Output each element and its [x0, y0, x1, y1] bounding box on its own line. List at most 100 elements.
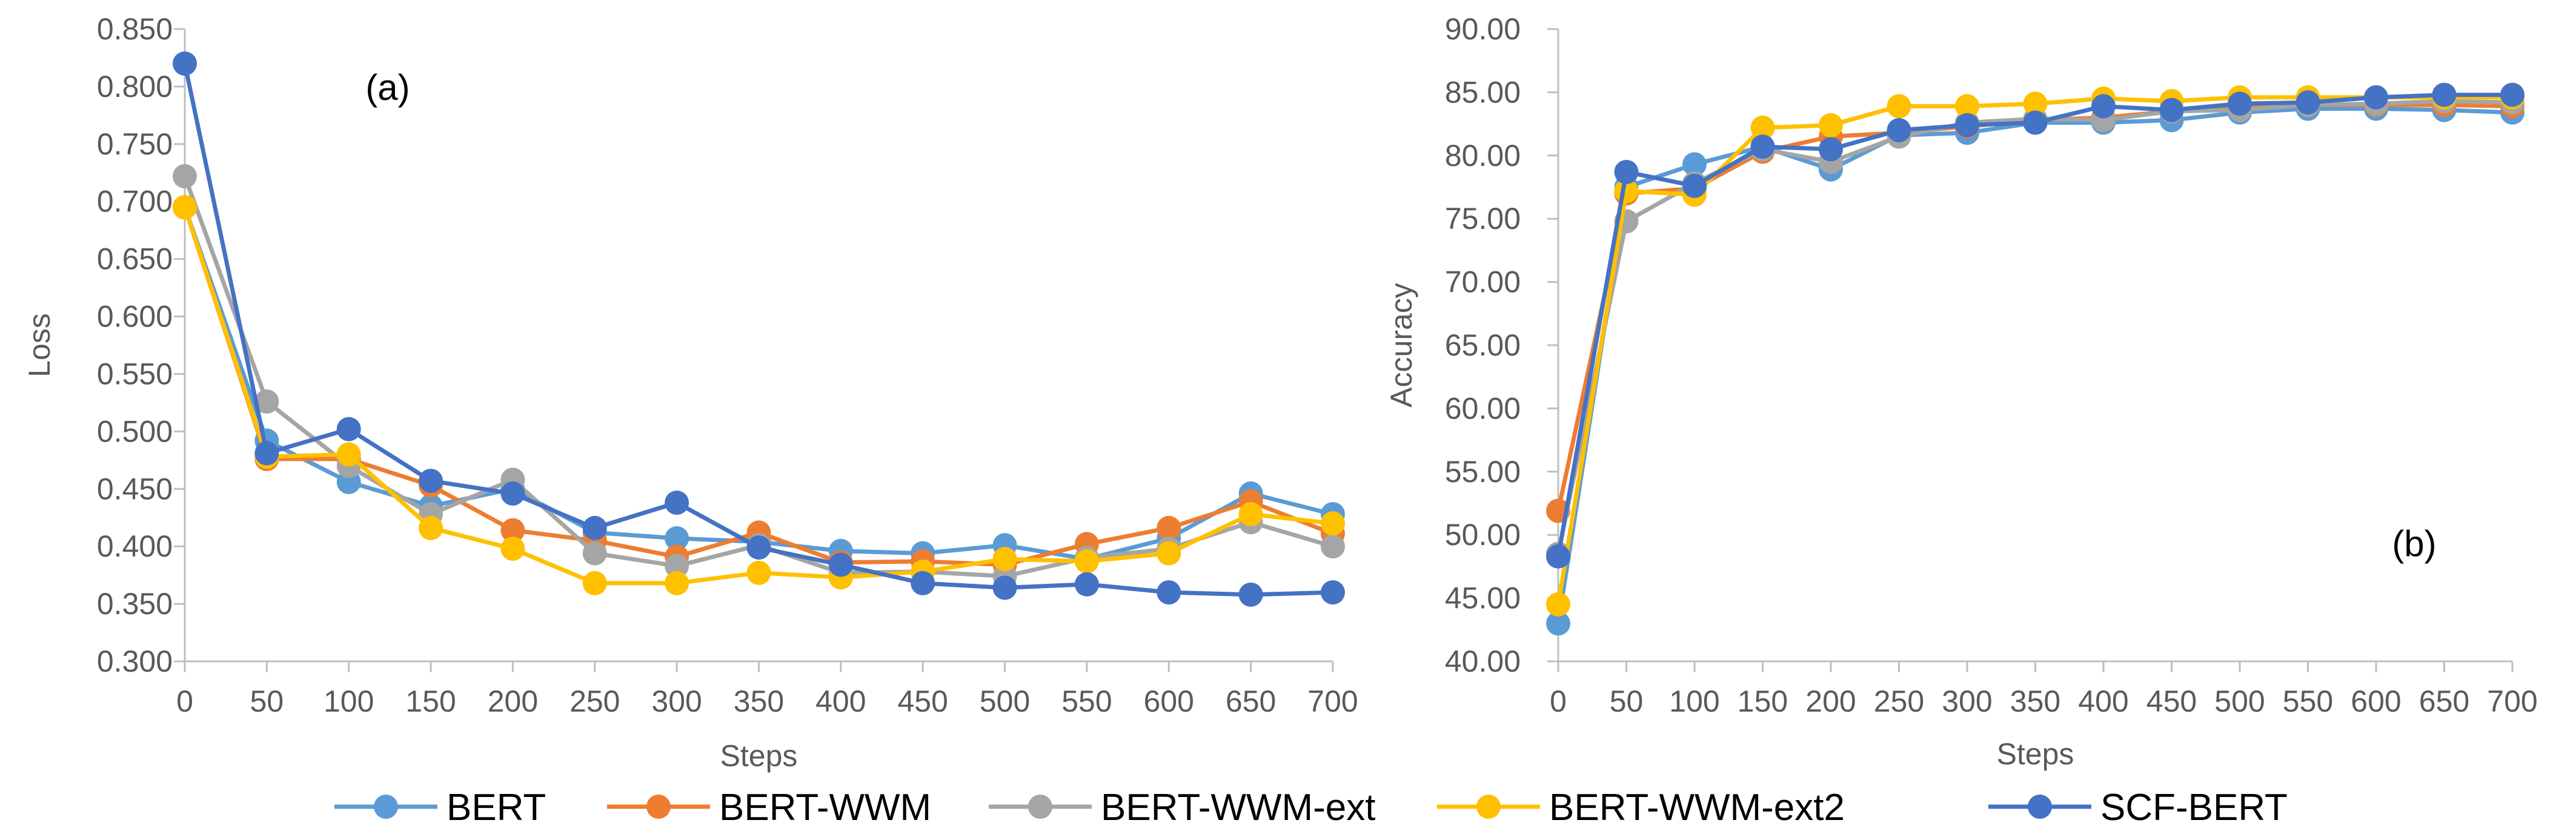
loss-point-scf-bert [336, 417, 361, 441]
loss-point-scf-bert [746, 535, 771, 560]
accuracy-point-scf-bert [1682, 173, 1707, 198]
loss-x-tick-label: 0 [176, 684, 193, 718]
loss-point-scf-bert [1238, 582, 1263, 607]
accuracy-point-bert-wwm-ext2 [1819, 113, 1843, 137]
accuracy-x-tick-label: 0 [1550, 684, 1567, 718]
loss-point-bert-wwm-ext [1321, 534, 1345, 559]
loss-point-bert-wwm-ext2 [1157, 541, 1181, 566]
loss-y-tick-label: 0.850 [97, 12, 173, 46]
legend-item-bert-wwm-ext: BERT-WWM-ext [989, 787, 1376, 828]
legend-label-bert-wwm: BERT-WWM [719, 787, 931, 828]
loss-point-scf-bert [419, 468, 443, 493]
legend-item-scf-bert: SCF-BERT [1988, 787, 2288, 828]
loss-point-bert-wwm-ext2 [336, 442, 361, 467]
legend-item-bert: BERT [334, 787, 546, 828]
loss-x-tick-label: 300 [651, 684, 702, 718]
accuracy-point-scf-bert [2295, 90, 2320, 115]
legend-marker-bert-wwm [646, 795, 671, 819]
accuracy-x-tick-label: 50 [1610, 684, 1644, 718]
loss-point-bert-wwm-ext2 [665, 570, 689, 595]
legend-label-bert: BERT [446, 787, 546, 828]
loss-series-bert [173, 195, 1345, 572]
accuracy-y-tick-label: 75.00 [1445, 202, 1521, 236]
loss-line-scf-bert [182, 63, 1333, 597]
loss-point-scf-bert [992, 575, 1017, 600]
loss-x-tick-label: 250 [569, 684, 620, 718]
legend-marker-bert-wwm-ext [1028, 795, 1052, 819]
accuracy-x-tick-label: 400 [2078, 684, 2128, 718]
loss-x-tick-label: 100 [324, 684, 374, 718]
loss-y-tick-label: 0.750 [97, 127, 173, 161]
loss-point-bert-wwm-ext2 [1321, 511, 1345, 536]
loss-point-scf-bert [582, 515, 607, 540]
accuracy-point-bert [1682, 152, 1707, 177]
loss-chart: 0.300 0.350 0.400 0.450 0.500 0.550 0.600 0.650… [22, 12, 1358, 773]
accuracy-x-tick-label: 300 [1942, 684, 1992, 718]
accuracy-x-tick-label: 450 [2146, 684, 2197, 718]
legend-item-bert-wwm-ext2: BERT-WWM-ext2 [1437, 787, 1845, 828]
accuracy-x-tick-label: 550 [2283, 684, 2333, 718]
loss-y-tick-label: 0.650 [97, 242, 173, 276]
loss-y-tick-label: 0.350 [97, 587, 173, 621]
accuracy-point-bert-wwm-ext2 [1750, 115, 1775, 140]
accuracy-point-scf-bert [1546, 544, 1570, 569]
loss-point-scf-bert [911, 570, 935, 595]
accuracy-point-scf-bert [2023, 110, 2048, 135]
accuracy-panel-label: (b) [2392, 523, 2436, 564]
loss-y-tick-label: 0.450 [97, 472, 173, 506]
loss-point-scf-bert [254, 441, 279, 466]
loss-point-bert-wwm-ext2 [500, 536, 525, 561]
loss-point-bert-wwm-ext2 [1238, 502, 1263, 527]
legend-label-bert-wwm-ext2: BERT-WWM-ext2 [1549, 787, 1845, 828]
loss-x-tick-label: 350 [734, 684, 784, 718]
accuracy-point-bert-wwm-ext2 [1546, 592, 1570, 617]
loss-point-bert-wwm-ext2 [1074, 549, 1099, 574]
loss-point-bert-wwm [500, 518, 525, 543]
loss-point-bert-wwm-ext [173, 164, 197, 188]
accuracy-point-bert-wwm-ext2 [1955, 94, 1979, 119]
accuracy-point-scf-bert [2228, 91, 2252, 116]
loss-point-bert-wwm-ext [254, 389, 279, 414]
loss-point-bert-wwm-ext [582, 541, 607, 566]
loss-point-bert-wwm-ext2 [582, 570, 607, 595]
loss-x-tick-label: 450 [897, 684, 948, 718]
accuracy-point-bert-wwm-ext2 [1887, 94, 1911, 119]
loss-point-bert [665, 526, 689, 551]
loss-x-tick-label: 650 [1226, 684, 1276, 718]
loss-point-bert-wwm-ext2 [746, 560, 771, 585]
accuracy-y-tick-label: 40.00 [1445, 644, 1521, 678]
accuracy-y-tick-label: 50.00 [1445, 518, 1521, 552]
accuracy-x-axis-title: Steps [1997, 737, 2074, 771]
accuracy-point-scf-bert [2500, 82, 2525, 107]
legend-label-bert-wwm-ext: BERT-WWM-ext [1101, 787, 1376, 828]
accuracy-point-scf-bert [2091, 94, 2116, 119]
legend-label-scf-bert: SCF-BERT [2100, 787, 2288, 828]
accuracy-point-scf-bert [2364, 85, 2388, 110]
loss-point-scf-bert [665, 491, 689, 515]
legend: BERT BERT-WWM BERT-WWM-ext BERT-WWM-ext2 SCF… [334, 787, 2288, 828]
accuracy-chart: 40.00 45.00 50.00 55.00 60.00 65.00 70.00 75.00… [1384, 12, 2538, 771]
loss-point-bert-wwm-ext2 [992, 547, 1017, 572]
accuracy-point-bert-wwm-ext2 [2023, 91, 2048, 116]
loss-y-axis-title: Loss [22, 313, 56, 377]
loss-x-tick-label: 550 [1061, 684, 1112, 718]
loss-y-tick-label: 0.400 [97, 529, 173, 563]
accuracy-x-tick-label: 100 [1669, 684, 1719, 718]
accuracy-y-axis-title: Accuracy [1384, 283, 1418, 408]
accuracy-x-tick-label: 150 [1738, 684, 1788, 718]
loss-line-bert-wwm-ext [182, 175, 1333, 578]
accuracy-y-tick-label: 65.00 [1445, 328, 1521, 362]
loss-line-bert-wwm [182, 207, 1334, 567]
accuracy-x-tick-label: 350 [2010, 684, 2060, 718]
accuracy-y-tick-label: 70.00 [1445, 265, 1521, 299]
loss-point-scf-bert [1074, 572, 1099, 597]
accuracy-y-tick-label: 90.00 [1445, 12, 1521, 46]
loss-point-scf-bert [173, 51, 197, 76]
loss-point-scf-bert [500, 481, 525, 506]
accuracy-y-tick-label: 45.00 [1445, 581, 1521, 615]
accuracy-point-scf-bert [1955, 113, 1979, 137]
legend-marker-bert [374, 795, 398, 819]
loss-series-scf-bert [173, 51, 1345, 607]
